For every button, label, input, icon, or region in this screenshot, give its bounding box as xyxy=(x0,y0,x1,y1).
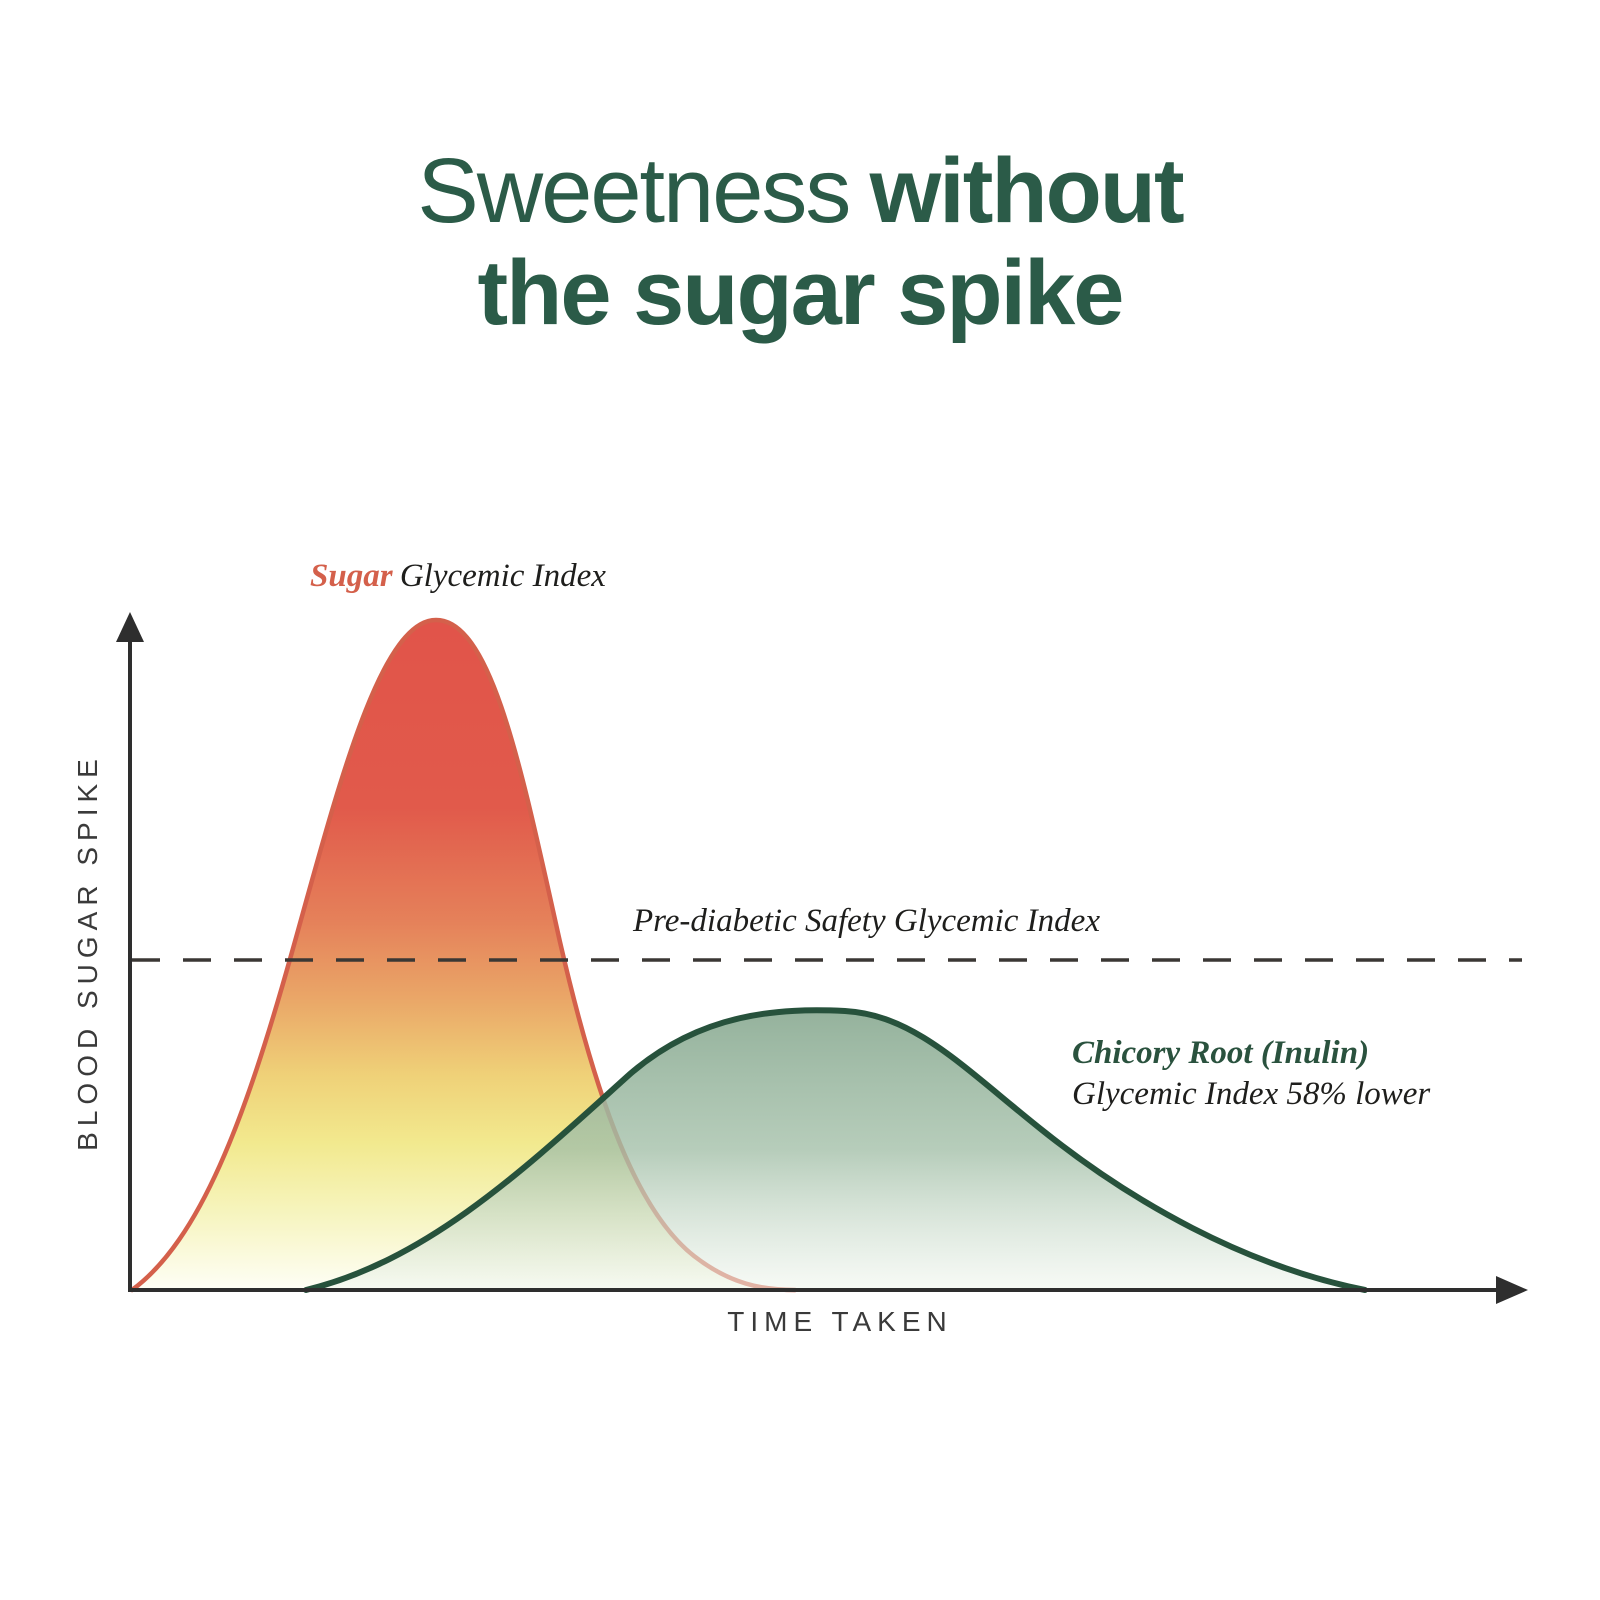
sugar-curve-label: Sugar Glycemic Index xyxy=(310,558,606,595)
title-line1-bold: without xyxy=(869,140,1185,242)
threshold-label: Pre-diabetic Safety Glycemic Index xyxy=(633,903,1100,939)
page-title: Sweetness without the sugar spike xyxy=(0,140,1600,344)
x-axis-label: TIME TAKEN xyxy=(727,1306,953,1337)
title-line1-regular: Sweetness xyxy=(417,140,851,242)
chicory-curve-label: Chicory Root (Inulin) Glycemic Index 58%… xyxy=(1072,1033,1430,1115)
y-axis-label: BLOOD SUGAR SPIKE xyxy=(72,753,103,1151)
sugar-curve-area xyxy=(132,620,795,1290)
sugar-curve-label-highlight: Sugar xyxy=(310,558,393,594)
y-axis-arrow-icon xyxy=(116,612,144,642)
title-line2: the sugar spike xyxy=(477,242,1125,344)
chicory-curve-line xyxy=(303,1007,1368,1293)
chicory-curve-label-name: Chicory Root (Inulin) xyxy=(1072,1035,1370,1071)
title-line1: Sweetness without xyxy=(0,140,1600,242)
x-axis-arrow-icon xyxy=(1496,1276,1528,1304)
chicory-curve-label-detail: Glycemic Index 58% lower xyxy=(1072,1076,1431,1112)
chicory-curve-area xyxy=(306,1010,1365,1290)
sugar-curve-label-rest: Glycemic Index xyxy=(399,558,606,594)
